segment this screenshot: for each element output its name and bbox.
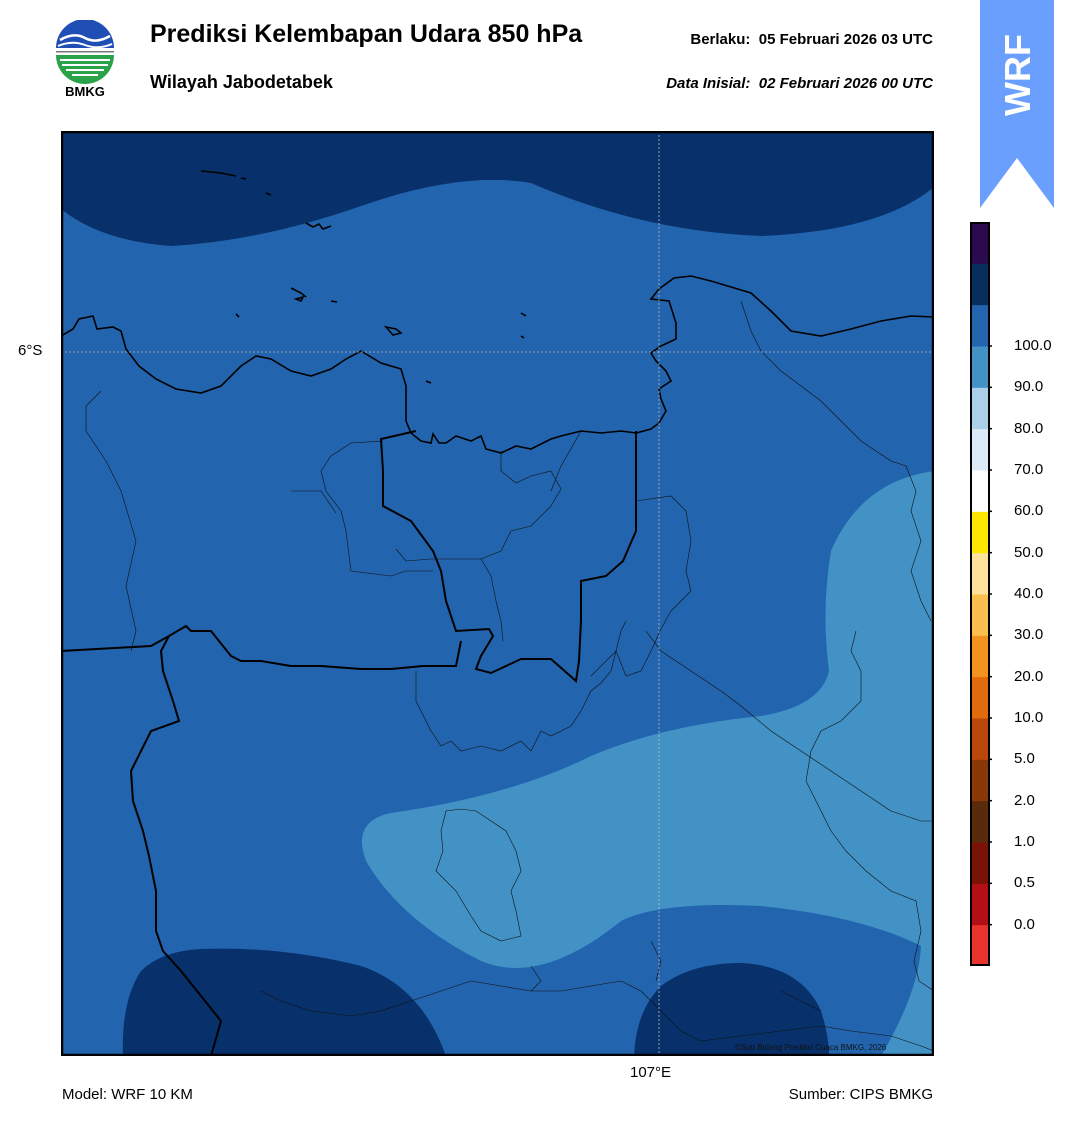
logo-text: BMKG [65, 84, 105, 99]
colorbar-tick-label: 80.0 [1014, 419, 1044, 437]
colorbar-segment [971, 470, 989, 512]
init-label: Data Inisial: [666, 75, 751, 92]
wrf-badge-label: WRF [997, 34, 1038, 116]
model-info: Model: WRF 10 KM [62, 1086, 193, 1103]
colorbar-segment [971, 511, 989, 554]
colorbar-segment [971, 635, 989, 678]
colorbar-tick-label: 30.0 [1014, 626, 1044, 644]
humidity-map [61, 131, 934, 1056]
colorbar-segment [971, 924, 989, 966]
colorbar-segment [971, 676, 989, 719]
colorbar-segment [971, 304, 989, 347]
valid-time: Berlaku: 05 Februari 2026 03 UTC [690, 31, 933, 48]
colorbar-segment [971, 428, 989, 471]
colorbar-tick-label: 0.5 [1014, 874, 1035, 892]
colorbar-segment [971, 552, 989, 595]
colorbar-tick-label: 90.0 [1014, 378, 1044, 396]
colorbar-tick-label: 100.0 [1014, 337, 1052, 354]
humidity-fill-light [362, 471, 934, 1056]
colorbar-tick-label: 50.0 [1014, 543, 1044, 561]
colorbar-tick-label: 5.0 [1014, 750, 1035, 768]
valid-value: 05 Februari 2026 03 UTC [758, 31, 933, 48]
init-value: 02 Februari 2026 00 UTC [758, 75, 933, 92]
colorbar-tick-label: 1.0 [1014, 833, 1035, 850]
colorbar-segment [971, 842, 989, 884]
colorbar-segment [971, 222, 989, 264]
map-credit: ©Sub Bidang Prediksi Cuaca BMKG, 2026 [735, 1043, 887, 1052]
colorbar-tick-label: 40.0 [1014, 585, 1044, 602]
colorbar-tick-label: 70.0 [1014, 461, 1044, 478]
humidity-fill-dark-top [61, 131, 934, 246]
colorbar [970, 222, 992, 966]
colorbar-segment [971, 800, 989, 843]
longitude-tick-label: 107°E [630, 1064, 672, 1081]
colorbar-segment [971, 263, 989, 306]
colorbar-segment [971, 759, 989, 802]
valid-label: Berlaku: [690, 31, 751, 48]
region-subtitle: Wilayah Jabodetabek [150, 72, 333, 92]
colorbar-segment [971, 346, 989, 388]
wrf-badge [980, 0, 1054, 208]
page-title: Prediksi Kelembapan Udara 850 hPa [150, 20, 583, 48]
colorbar-tick-label: 0.0 [1014, 915, 1035, 933]
colorbar-tick-label: 60.0 [1014, 502, 1044, 520]
svg-text:WRF: WRF [997, 34, 1038, 116]
init-time: Data Inisial: 02 Februari 2026 00 UTC [666, 75, 933, 92]
colorbar-tick-label: 10.0 [1014, 709, 1044, 726]
colorbar-segment [971, 594, 989, 636]
humidity-fill-dark-bm [634, 963, 829, 1056]
colorbar-tick-label: 20.0 [1014, 667, 1044, 685]
latitude-tick-label: 6°S [18, 342, 43, 359]
bmkg-logo-icon [56, 20, 114, 84]
colorbar-segment [971, 387, 989, 430]
colorbar-tick-label: 2.0 [1014, 791, 1035, 809]
colorbar-segment [971, 718, 989, 760]
source-info: Sumber: CIPS BMKG [788, 1086, 933, 1103]
colorbar-segment [971, 883, 989, 926]
